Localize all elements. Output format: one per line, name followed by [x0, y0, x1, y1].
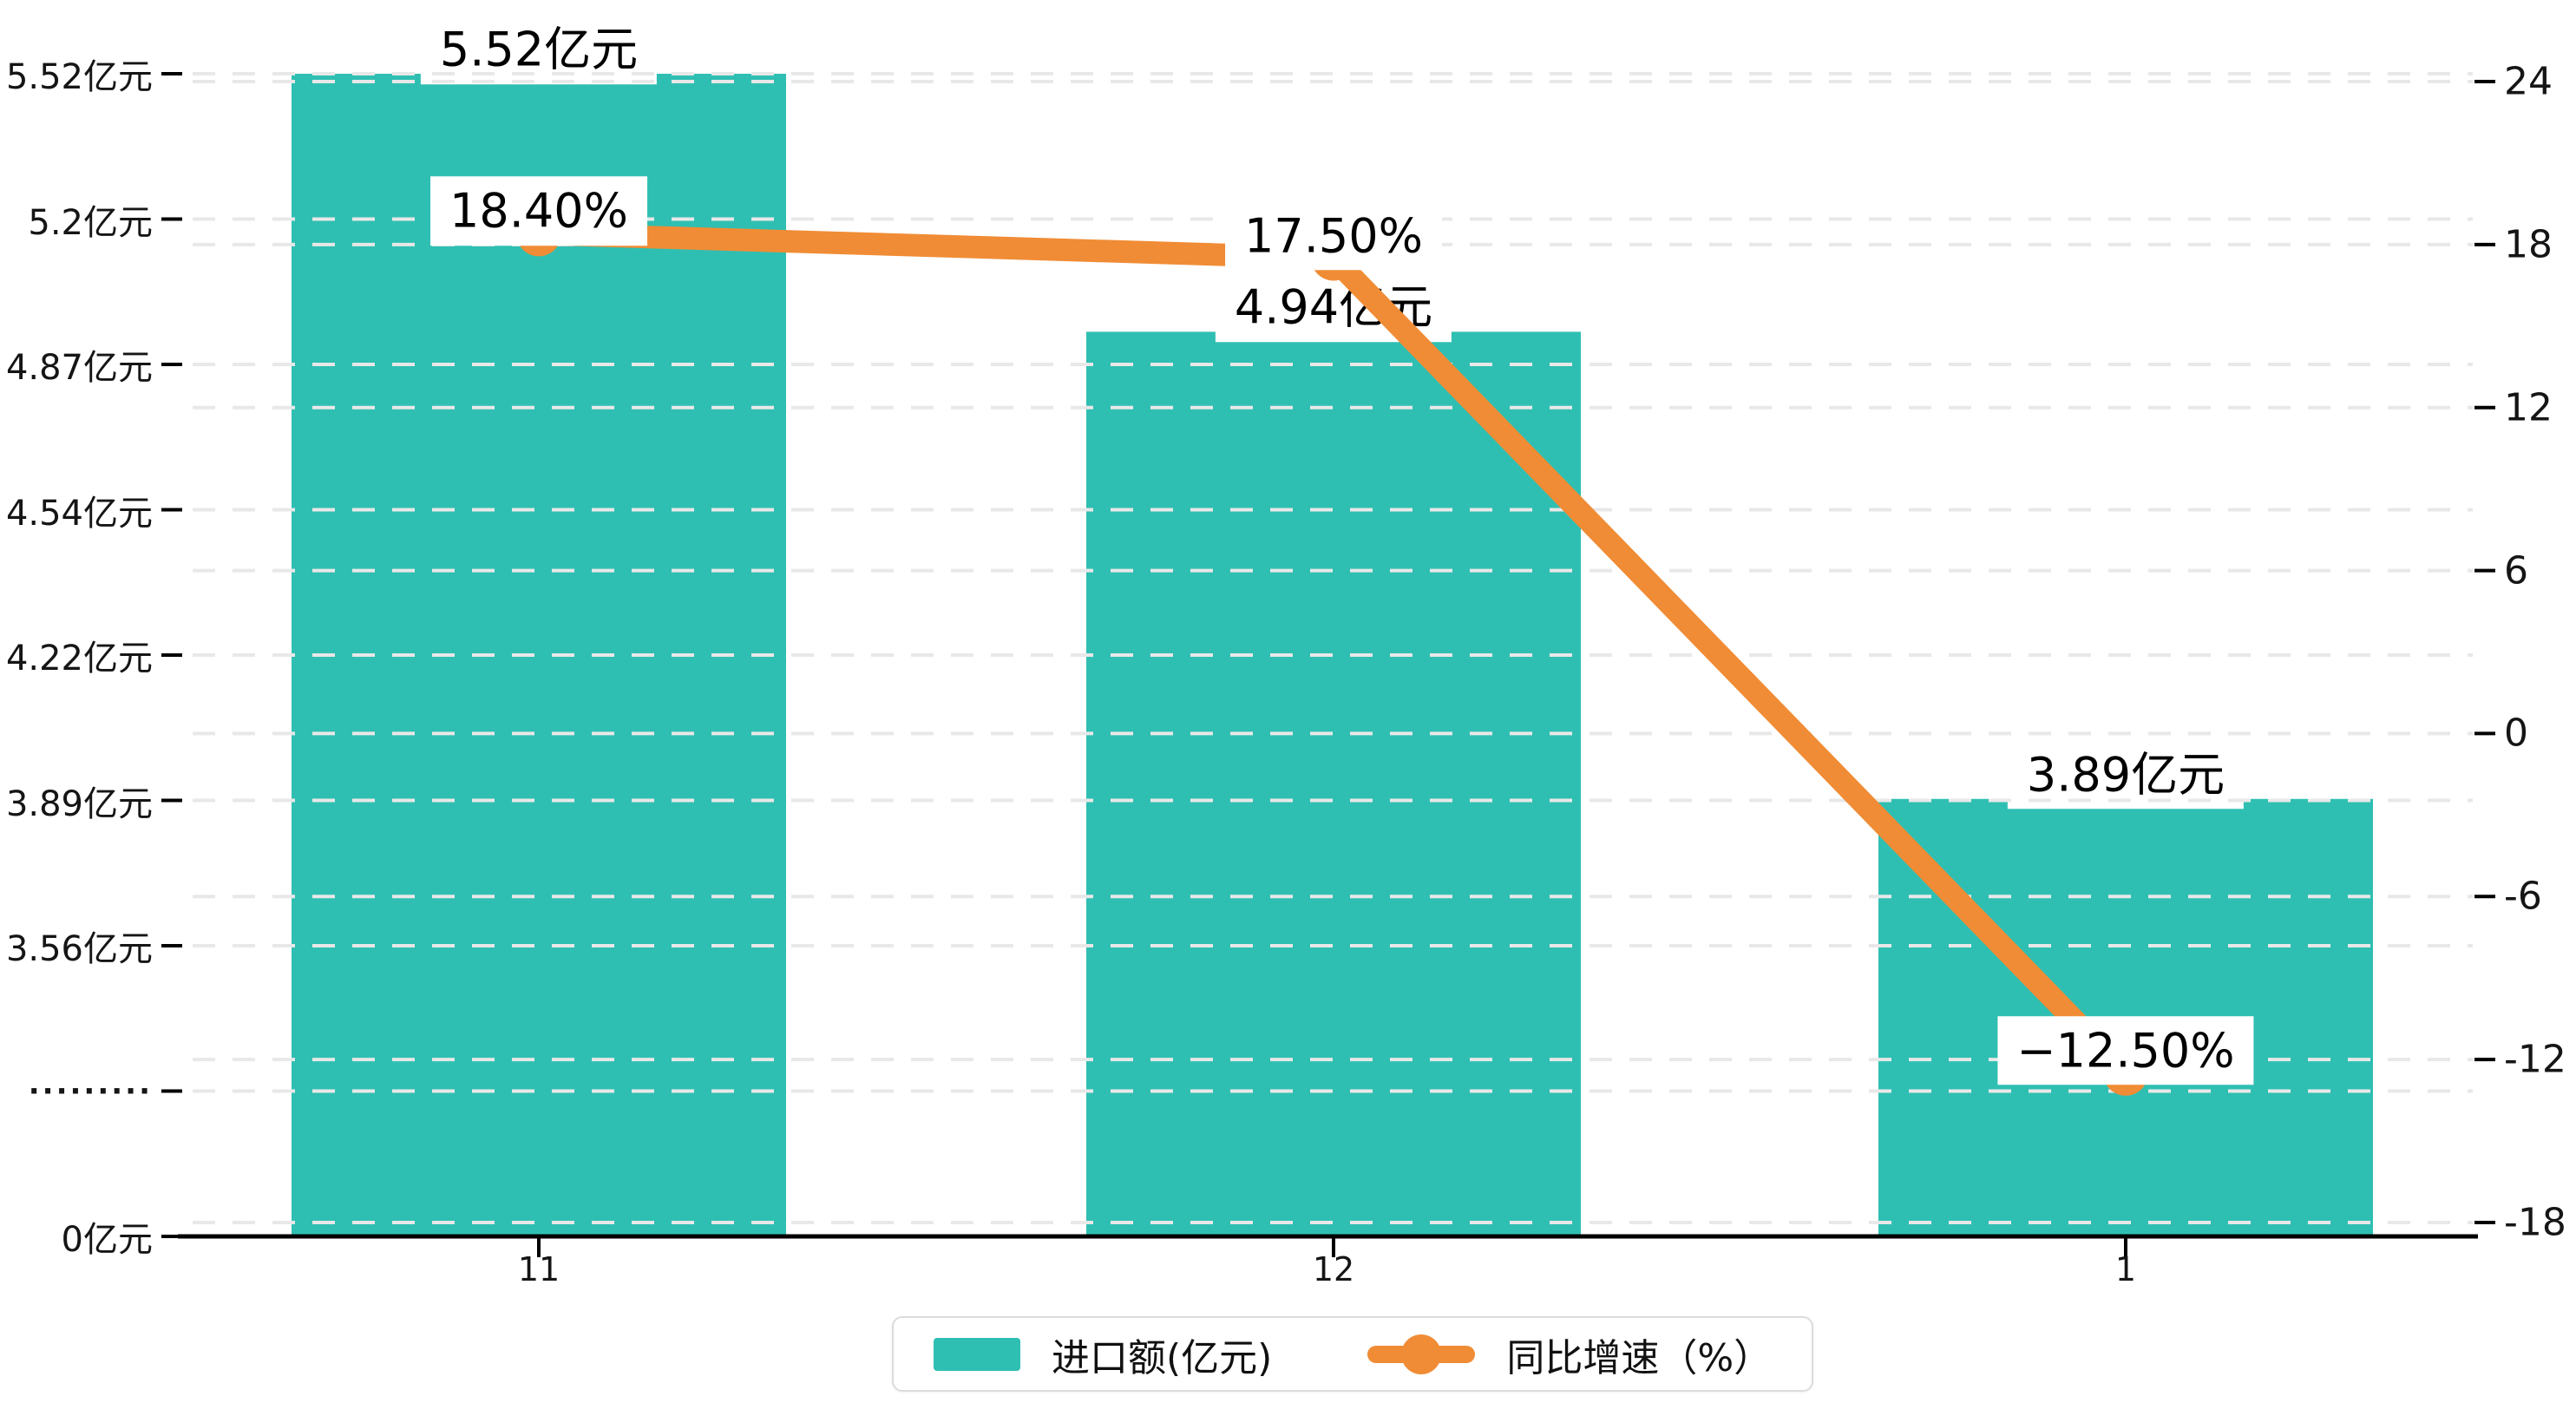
- legend-item-label: 同比增速（%）: [1506, 1335, 1773, 1380]
- right-axis-label-2[interactable]: 12: [2504, 385, 2553, 430]
- line-value-label-11: 18.40%: [430, 176, 647, 246]
- bar-series-swatch-icon: [934, 1337, 1020, 1371]
- right-axis-label-6[interactable]: -12: [2504, 1037, 2566, 1082]
- x-axis-label-12[interactable]: 12: [1312, 1250, 1355, 1288]
- left-axis-label-1[interactable]: 5.2亿元: [28, 202, 153, 243]
- left-axis-label-0[interactable]: 5.52亿元: [5, 57, 153, 97]
- bar-value-label-1: 3.89亿元: [2007, 740, 2245, 810]
- right-axis-label-4[interactable]: 0: [2504, 711, 2528, 756]
- line-value-label-1: −12.50%: [1997, 1016, 2254, 1085]
- left-axis-label-3[interactable]: 4.54亿元: [5, 493, 153, 534]
- left-axis-label-6[interactable]: 3.56亿元: [5, 929, 153, 969]
- right-axis-label-5[interactable]: -6: [2504, 874, 2542, 919]
- right-axis-label-3[interactable]: 6: [2504, 548, 2528, 593]
- x-axis-label-1[interactable]: 1: [2114, 1250, 2137, 1288]
- line-value-label-12: 17.50%: [1225, 200, 1442, 271]
- left-axis-label-2[interactable]: 4.87亿元: [5, 348, 153, 388]
- legend-item-yoy-growth[interactable]: 同比增速（%）: [1367, 1327, 1772, 1382]
- bar-value-label-11: 5.52亿元: [420, 15, 658, 84]
- legend-item-import-amount[interactable]: 进口额(亿元): [934, 1327, 1272, 1382]
- line-series-marker-icon: [1367, 1334, 1476, 1375]
- left-axis-label-4[interactable]: 4.22亿元: [5, 639, 153, 678]
- legend-item-label: 进口额(亿元): [1052, 1335, 1273, 1380]
- bar-month-12[interactable]: [1086, 331, 1581, 1236]
- left-axis-label-7[interactable]: ·········: [28, 1073, 153, 1109]
- left-axis-label-5[interactable]: 3.89亿元: [5, 783, 153, 824]
- right-axis-label-1[interactable]: 18: [2504, 222, 2553, 267]
- legend: 进口额(亿元) 同比增速（%）: [892, 1316, 1814, 1392]
- x-axis-label-11[interactable]: 11: [517, 1250, 560, 1288]
- right-axis-label-0[interactable]: 24: [2504, 59, 2553, 104]
- bar-value-label-12: 4.94亿元: [1215, 272, 1452, 343]
- left-axis-label-8[interactable]: 0亿元: [61, 1220, 153, 1260]
- right-axis-label-7[interactable]: -18: [2504, 1200, 2566, 1245]
